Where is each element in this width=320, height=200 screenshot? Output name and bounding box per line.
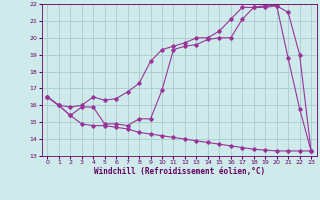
X-axis label: Windchill (Refroidissement éolien,°C): Windchill (Refroidissement éolien,°C): [94, 167, 265, 176]
